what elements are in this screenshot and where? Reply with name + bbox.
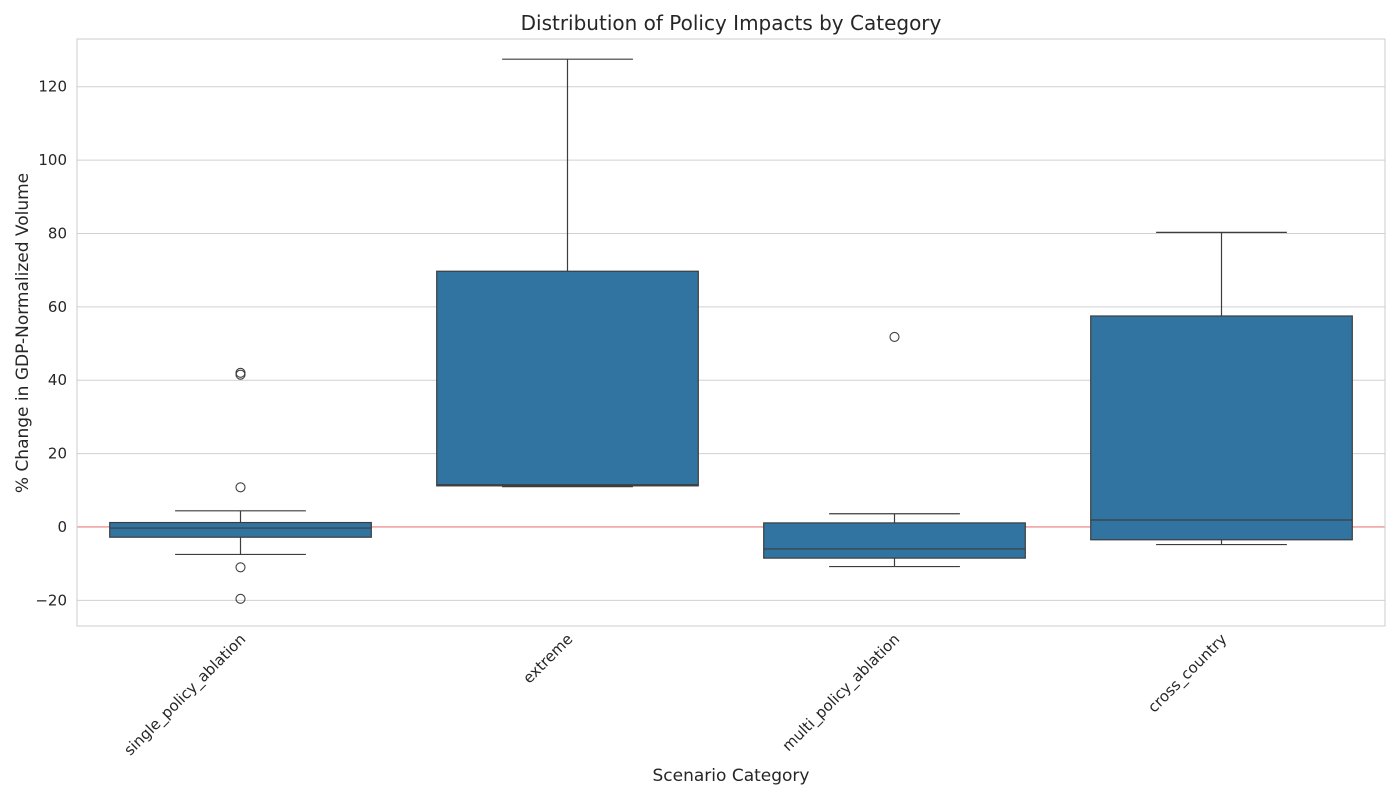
outlier-point: [235, 369, 246, 380]
outlier-point: [235, 562, 246, 573]
plot-frame: [76, 38, 1386, 627]
iqr-box: [1090, 315, 1353, 541]
y-tick-label: 40: [48, 371, 67, 389]
x-axis-label: Scenario Category: [653, 766, 810, 786]
y-axis-label: % Change in GDP-Normalized Volume: [13, 173, 33, 493]
y-tick-label: 20: [48, 445, 67, 463]
outlier-point: [889, 331, 900, 342]
chart-title: Distribution of Policy Impacts by Catego…: [521, 11, 942, 35]
box-group: [109, 367, 372, 604]
outlier-point: [235, 482, 246, 493]
box-group: [763, 331, 1026, 568]
y-tick-label: 80: [48, 224, 67, 242]
y-tick-label: 0: [57, 518, 67, 536]
y-tick-label: 100: [38, 151, 67, 169]
box-group: [1090, 231, 1353, 546]
y-tick-label: −20: [35, 591, 67, 609]
iqr-box: [763, 522, 1026, 559]
iqr-box: [109, 521, 372, 538]
outlier-point: [235, 593, 246, 604]
y-tick-label: 120: [38, 78, 67, 96]
box-group: [436, 58, 699, 488]
box-layer: [77, 58, 1385, 604]
iqr-box: [436, 270, 699, 487]
y-tick-label: 60: [48, 298, 67, 316]
